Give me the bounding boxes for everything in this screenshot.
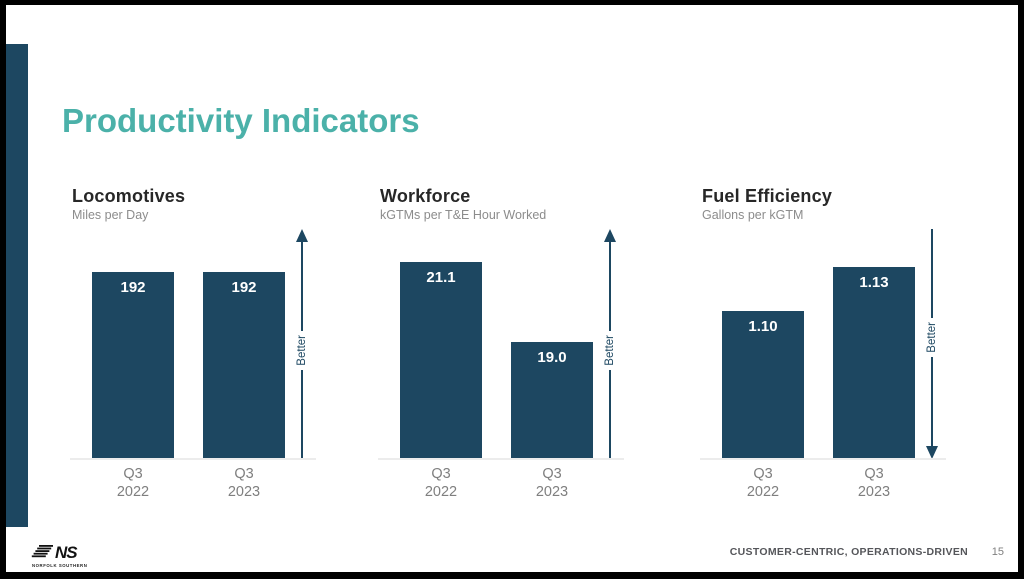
- category-quarter: Q3: [864, 466, 884, 482]
- category-labels: Q3 2022 Q3 2023: [70, 465, 322, 505]
- arrow-line: [301, 242, 303, 332]
- arrow-line: [609, 369, 611, 459]
- arrow-up-icon: [604, 229, 616, 242]
- category-year: 2022: [746, 484, 780, 500]
- bar-value-label: 21.1: [426, 269, 456, 286]
- bar-q3-2023: 19.0: [511, 342, 593, 458]
- norfolk-southern-logo: NS NORFOLK SOUTHERN: [30, 542, 120, 575]
- plot-area: 1.10 1.13 Better: [700, 225, 952, 460]
- x-axis-line: [70, 458, 316, 460]
- chart-locomotives: Locomotives Miles per Day 192 192 Better…: [70, 186, 322, 505]
- arrow-up-icon: [296, 229, 308, 242]
- bar-q3-2023: 1.13: [833, 267, 915, 458]
- better-label: Better: [604, 335, 616, 366]
- category-year: 2022: [116, 484, 150, 500]
- chart-subtitle: Gallons per kGTM: [702, 208, 804, 222]
- category-quarter: Q3: [753, 466, 773, 482]
- plot-area: 192 192 Better: [70, 225, 322, 460]
- footer-tagline: CUSTOMER-CENTRIC, OPERATIONS-DRIVEN: [729, 546, 968, 558]
- x-axis-line: [378, 458, 624, 460]
- category-quarter: Q3: [431, 466, 451, 482]
- bar-q3-2023: 192: [203, 272, 285, 458]
- plot-area: 21.1 19.0 Better: [378, 225, 630, 460]
- bar-value-label: 192: [231, 279, 257, 296]
- bar-q3-2022: 192: [92, 272, 174, 458]
- better-label: Better: [926, 322, 938, 353]
- chart-subtitle: kGTMs per T&E Hour Worked: [380, 208, 547, 222]
- category-quarter: Q3: [123, 466, 143, 482]
- category-label: Q3 2022: [92, 465, 174, 501]
- better-arrow: Better: [924, 229, 940, 459]
- bar-value-label: 1.13: [859, 274, 889, 291]
- bar-value-label: 192: [120, 279, 146, 296]
- category-label: Q3 2022: [400, 465, 482, 501]
- x-axis-line: [700, 458, 946, 460]
- page-title: Productivity Indicators: [62, 102, 420, 139]
- category-labels: Q3 2022 Q3 2023: [700, 465, 952, 505]
- arrow-line: [931, 356, 933, 446]
- chart-workforce: Workforce kGTMs per T&E Hour Worked 21.1…: [378, 186, 630, 505]
- page-number: 15: [991, 546, 1004, 558]
- ns-logo-icon: NS NORFOLK SOUTHERN: [31, 543, 87, 568]
- chart-fuel-efficiency: Fuel Efficiency Gallons per kGTM 1.10 1.…: [700, 186, 952, 505]
- category-label: Q3 2023: [203, 465, 285, 501]
- ns-monogram: NS: [55, 543, 78, 562]
- logo-caption: NORFOLK SOUTHERN: [32, 563, 87, 568]
- arrow-line: [301, 369, 303, 459]
- category-year: 2023: [857, 484, 891, 500]
- chart-subtitle: Miles per Day: [72, 208, 149, 222]
- category-year: 2023: [227, 484, 261, 500]
- category-label: Q3 2023: [833, 465, 915, 501]
- category-year: 2022: [424, 484, 458, 500]
- arrow-line: [609, 242, 611, 332]
- category-label: Q3 2023: [511, 465, 593, 501]
- slide: Productivity Indicators Locomotives Mile…: [6, 5, 1018, 572]
- category-quarter: Q3: [542, 466, 562, 482]
- category-labels: Q3 2022 Q3 2023: [378, 465, 630, 505]
- bar-q3-2022: 21.1: [400, 262, 482, 458]
- bar-value-label: 1.10: [748, 318, 778, 335]
- arrow-line: [931, 229, 933, 319]
- bar-q3-2022: 1.10: [722, 311, 804, 458]
- category-quarter: Q3: [234, 466, 254, 482]
- better-arrow: Better: [602, 229, 618, 459]
- chart-title: Fuel Efficiency: [702, 186, 833, 206]
- better-arrow: Better: [294, 229, 310, 459]
- bar-value-label: 19.0: [537, 349, 567, 366]
- chart-title: Locomotives: [72, 186, 186, 206]
- better-label: Better: [296, 335, 308, 366]
- category-label: Q3 2022: [722, 465, 804, 501]
- category-year: 2023: [535, 484, 569, 500]
- left-accent-bar: [6, 44, 28, 527]
- arrow-down-icon: [926, 446, 938, 459]
- chart-title: Workforce: [380, 186, 471, 206]
